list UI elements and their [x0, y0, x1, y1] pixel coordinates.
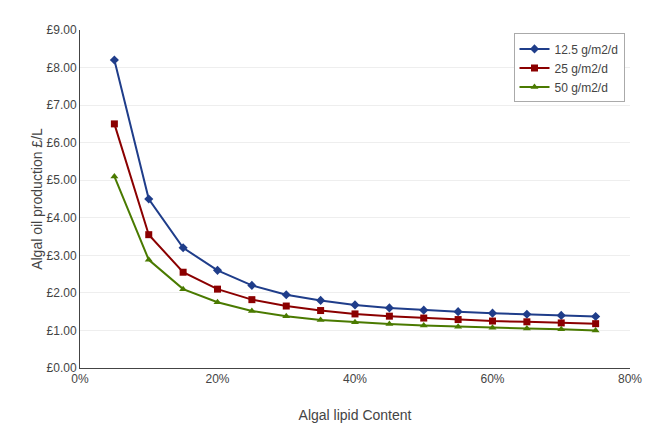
svg-text:20%: 20%	[205, 372, 229, 386]
svg-text:50 g/m2/d: 50 g/m2/d	[555, 81, 608, 95]
svg-text:12.5 g/m2/d: 12.5 g/m2/d	[555, 43, 618, 57]
svg-text:60%: 60%	[480, 372, 504, 386]
svg-text:£0.00: £0.00	[47, 361, 77, 375]
svg-text:£9.00: £9.00	[47, 23, 77, 37]
svg-text:£8.00: £8.00	[47, 61, 77, 75]
svg-text:£2.00: £2.00	[47, 286, 77, 300]
svg-text:80%: 80%	[618, 372, 642, 386]
svg-text:£5.00: £5.00	[47, 173, 77, 187]
svg-text:0%: 0%	[71, 372, 89, 386]
svg-text:£4.00: £4.00	[47, 211, 77, 225]
svg-text:Algal oil production £/L: Algal oil production £/L	[29, 128, 45, 270]
svg-text:£1.00: £1.00	[47, 324, 77, 338]
svg-text:25 g/m2/d: 25 g/m2/d	[555, 62, 608, 76]
svg-text:£7.00: £7.00	[47, 98, 77, 112]
svg-text:£3.00: £3.00	[47, 249, 77, 263]
svg-text:40%: 40%	[343, 372, 367, 386]
svg-text:Algal lipid Content: Algal lipid Content	[299, 407, 412, 423]
svg-text:£6.00: £6.00	[47, 136, 77, 150]
